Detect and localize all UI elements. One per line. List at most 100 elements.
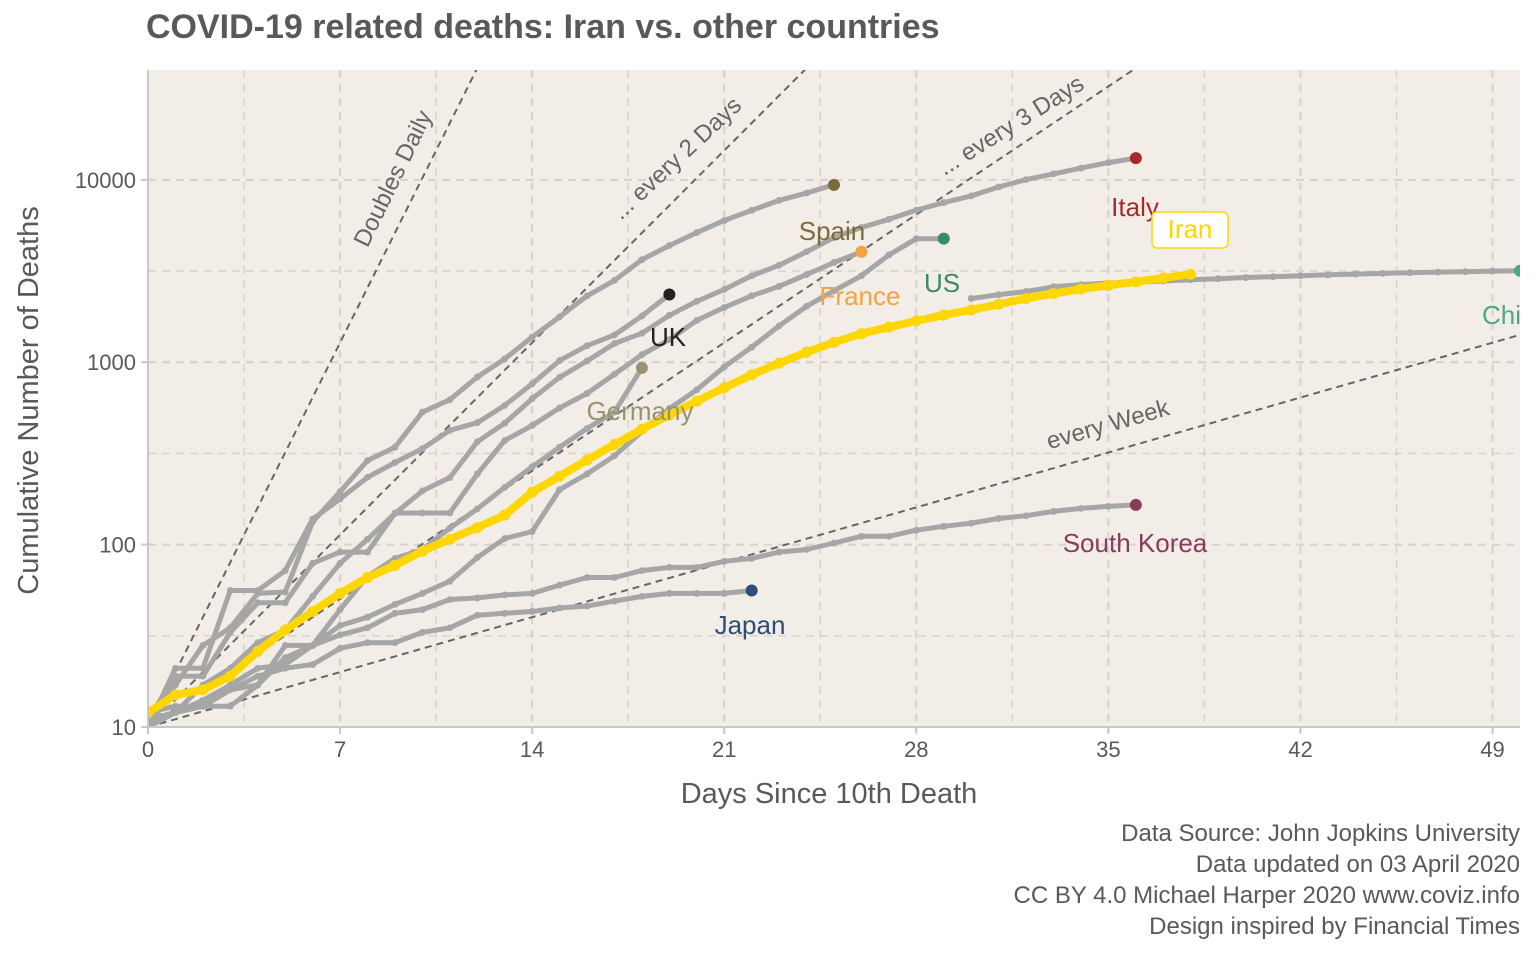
highlight-point xyxy=(148,707,154,719)
data-point xyxy=(775,548,783,556)
data-point xyxy=(528,380,536,388)
highlight-point xyxy=(1020,293,1032,305)
highlight-point xyxy=(1102,279,1114,291)
data-point xyxy=(364,457,371,464)
highlight-point xyxy=(1048,288,1060,300)
series-line xyxy=(148,182,837,727)
data-point xyxy=(638,593,646,600)
data-point xyxy=(940,199,948,206)
data-point xyxy=(1489,267,1496,275)
data-point xyxy=(830,287,838,295)
highlight-point xyxy=(416,545,428,557)
data-point xyxy=(199,696,207,704)
data-point xyxy=(446,426,454,434)
data-point xyxy=(419,445,426,453)
data-point xyxy=(391,459,399,466)
highlight-point xyxy=(169,689,181,701)
highlight-point xyxy=(636,423,648,435)
data-point xyxy=(473,419,481,427)
data-point xyxy=(967,519,975,527)
data-point xyxy=(583,425,591,432)
highlight-point xyxy=(773,357,785,369)
data-point xyxy=(1022,288,1030,295)
highlight-point xyxy=(801,346,813,358)
data-point xyxy=(775,322,783,330)
highlight-point xyxy=(883,321,895,333)
data-point xyxy=(1351,270,1359,278)
data-point xyxy=(199,672,207,680)
data-point xyxy=(172,709,179,716)
x-tick-label: 28 xyxy=(904,737,928,762)
data-point xyxy=(967,192,975,200)
highlight-point xyxy=(1130,276,1142,288)
highlight-point xyxy=(362,572,374,584)
data-point xyxy=(775,261,783,269)
data-point xyxy=(912,206,920,214)
data-point xyxy=(830,234,838,241)
data-point xyxy=(281,567,289,575)
highlight-point xyxy=(1157,272,1169,284)
data-point xyxy=(1406,269,1414,277)
data-point xyxy=(665,590,673,597)
data-point xyxy=(446,509,454,517)
data-point xyxy=(226,686,234,694)
data-point xyxy=(336,606,344,614)
data-point xyxy=(693,229,701,236)
data-point xyxy=(501,591,509,599)
data-point xyxy=(364,624,371,632)
data-point xyxy=(446,396,454,404)
data-point xyxy=(748,292,756,300)
series-end-marker xyxy=(855,245,868,258)
data-point xyxy=(693,316,701,324)
highlight-point xyxy=(554,470,566,482)
data-point xyxy=(419,606,426,614)
highlight-point xyxy=(910,315,922,327)
highlight-point xyxy=(307,605,319,617)
data-point xyxy=(1022,512,1030,520)
data-point xyxy=(912,235,920,243)
data-point xyxy=(638,567,646,575)
reference-lines xyxy=(148,70,1520,727)
data-point xyxy=(583,357,591,365)
series-end-marker xyxy=(663,288,676,301)
highlight-point xyxy=(1075,283,1087,295)
data-point xyxy=(748,272,756,280)
highlight-point xyxy=(663,409,675,421)
data-point xyxy=(391,443,399,451)
data-point xyxy=(556,313,563,321)
label-box xyxy=(1151,211,1229,249)
data-point xyxy=(254,681,262,689)
caption: Data Source: John Jopkins University Dat… xyxy=(1014,818,1520,942)
data-point xyxy=(803,271,810,278)
y-tick-label: 10000 xyxy=(75,168,136,193)
data-point xyxy=(364,613,371,621)
series-end-marker xyxy=(828,178,840,191)
data-point xyxy=(501,419,509,427)
series-line xyxy=(148,292,672,727)
y-tick-label: 10 xyxy=(112,715,136,740)
x-tick-label: 7 xyxy=(334,737,346,762)
data-point xyxy=(446,624,454,632)
data-point xyxy=(803,189,810,197)
data-point xyxy=(885,532,893,540)
data-point xyxy=(611,597,618,605)
data-point xyxy=(995,183,1003,191)
data-point xyxy=(473,438,481,446)
series-end-marker xyxy=(937,232,950,245)
data-point xyxy=(528,422,536,429)
highlight-point xyxy=(444,533,456,545)
data-point xyxy=(528,333,536,341)
data-point xyxy=(748,206,756,214)
data-point xyxy=(501,355,509,363)
highlight-point xyxy=(828,336,840,348)
data-point xyxy=(638,256,646,264)
data-point xyxy=(254,639,262,647)
data-point xyxy=(693,590,701,597)
chart-title: COVID-19 related deaths: Iran vs. other … xyxy=(146,8,940,46)
series-label: Japan xyxy=(715,610,786,640)
series-label: Iran xyxy=(1168,214,1213,244)
data-point xyxy=(446,474,454,482)
data-point xyxy=(391,639,399,647)
data-point xyxy=(309,661,317,668)
data-point xyxy=(1077,164,1085,172)
